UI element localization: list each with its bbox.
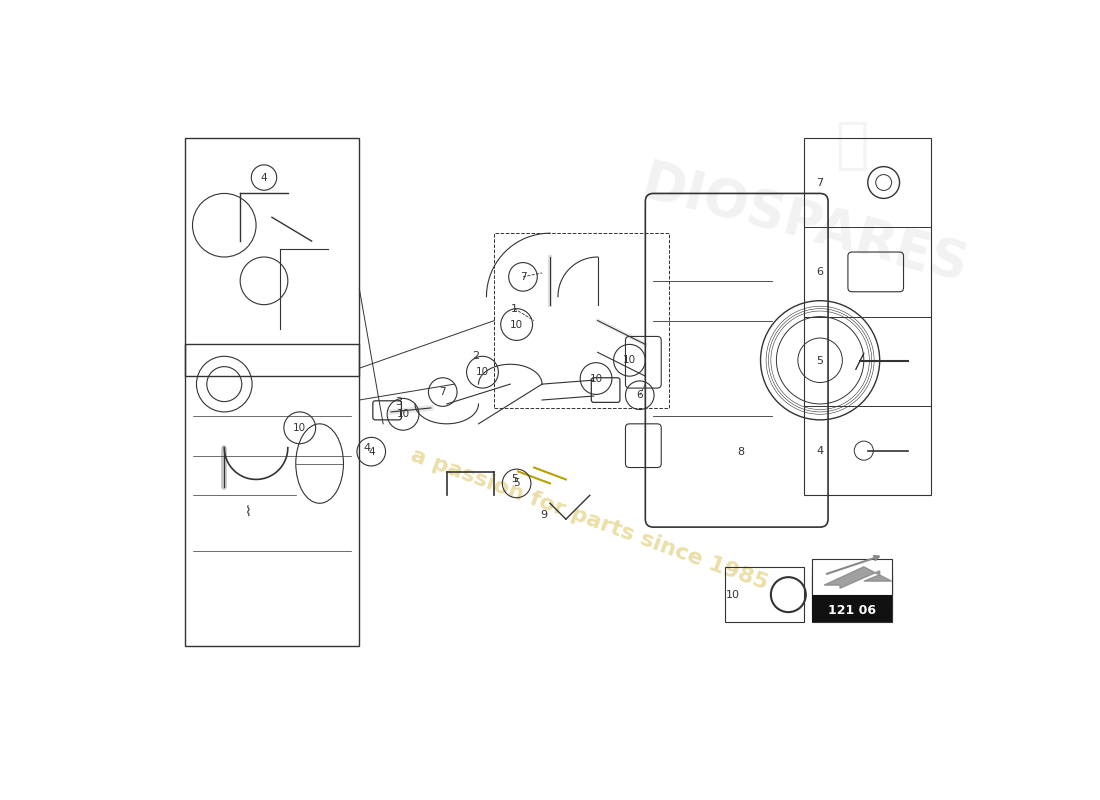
FancyArrowPatch shape	[827, 556, 879, 574]
Text: 4: 4	[367, 446, 375, 457]
Text: 1: 1	[510, 304, 518, 314]
Text: 4: 4	[261, 173, 267, 182]
Text: 10: 10	[294, 423, 306, 433]
Text: DIOSPARES: DIOSPARES	[636, 157, 974, 294]
Text: 2: 2	[473, 351, 480, 362]
Bar	[812, 559, 892, 594]
Text: 8: 8	[737, 446, 745, 457]
Text: 4: 4	[816, 446, 824, 456]
Text: 10: 10	[396, 410, 409, 419]
Text: 5: 5	[514, 478, 520, 489]
Bar	[185, 138, 360, 376]
Text: 10: 10	[623, 355, 636, 366]
Text: 10: 10	[510, 319, 524, 330]
Bar	[804, 138, 932, 495]
Text: 9: 9	[540, 510, 547, 520]
Text: 10: 10	[726, 590, 739, 600]
Text: ⌇: ⌇	[244, 504, 252, 518]
Text: 7: 7	[816, 178, 824, 187]
Text: 🐂: 🐂	[835, 118, 869, 173]
Text: 6: 6	[637, 390, 644, 400]
Text: 7: 7	[519, 272, 526, 282]
Bar	[494, 233, 669, 408]
Text: 10: 10	[590, 374, 603, 383]
Bar	[812, 594, 892, 622]
Bar	[725, 567, 804, 622]
Text: 5: 5	[510, 474, 518, 485]
Text: 121 06: 121 06	[828, 604, 876, 617]
Bar	[185, 344, 360, 646]
FancyBboxPatch shape	[812, 567, 892, 622]
Polygon shape	[824, 567, 892, 588]
Text: 4: 4	[364, 442, 371, 453]
Text: 6: 6	[816, 267, 824, 277]
Text: 5: 5	[816, 356, 824, 366]
Text: a passion for parts since 1985: a passion for parts since 1985	[408, 445, 771, 594]
Text: 7: 7	[439, 387, 447, 397]
Text: 3: 3	[396, 398, 403, 407]
Text: 10: 10	[476, 367, 490, 377]
